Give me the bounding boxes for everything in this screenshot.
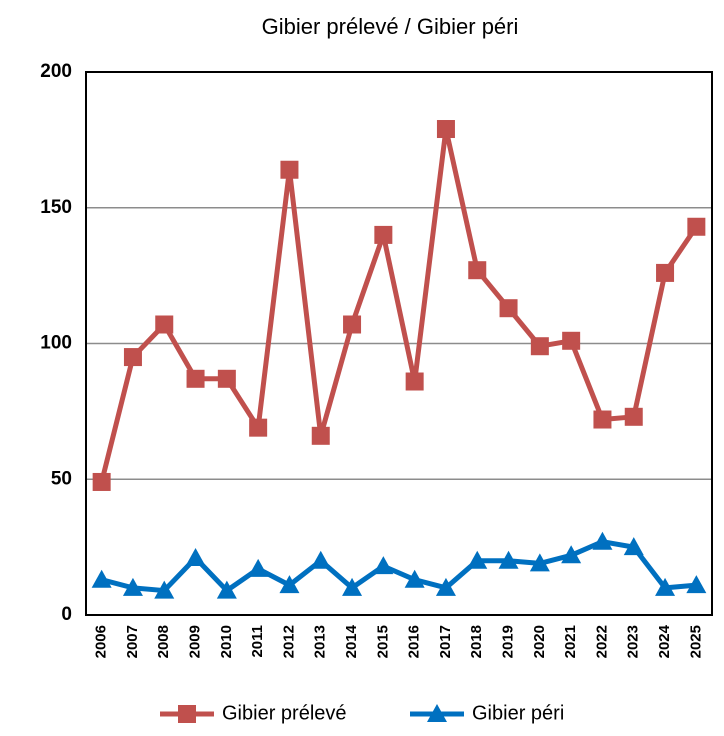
x-tick-label: 2017 bbox=[437, 625, 454, 658]
data-point bbox=[405, 372, 424, 391]
data-point bbox=[154, 580, 175, 599]
data-point bbox=[404, 569, 425, 588]
series-line bbox=[99, 126, 699, 483]
data-point bbox=[249, 418, 268, 437]
x-tick-label: 2021 bbox=[562, 625, 579, 658]
legend-marker bbox=[427, 704, 447, 722]
data-point bbox=[687, 217, 706, 236]
data-point bbox=[155, 315, 174, 334]
data-point bbox=[123, 348, 142, 367]
x-tick-label: 2024 bbox=[656, 624, 673, 658]
x-tick-label: 2018 bbox=[468, 625, 485, 658]
data-point bbox=[185, 547, 206, 566]
data-point bbox=[593, 410, 612, 429]
x-tick-label: 2007 bbox=[124, 625, 141, 658]
y-tick-label: 150 bbox=[40, 197, 72, 218]
data-point bbox=[373, 556, 394, 575]
legend-label: Gibier prélevé bbox=[222, 702, 347, 724]
x-tick-label: 2025 bbox=[687, 625, 704, 658]
data-point bbox=[623, 537, 644, 556]
data-point bbox=[280, 160, 299, 179]
data-point bbox=[217, 369, 236, 388]
data-point bbox=[655, 577, 676, 596]
data-point bbox=[186, 369, 205, 388]
x-tick-label: 2015 bbox=[374, 625, 391, 658]
chart-title: Gibier prélevé / Gibier péri bbox=[262, 14, 519, 39]
data-point bbox=[562, 331, 581, 350]
data-point bbox=[310, 550, 331, 569]
data-point bbox=[311, 426, 330, 445]
data-point bbox=[468, 261, 487, 280]
data-point bbox=[248, 558, 269, 577]
data-point bbox=[561, 545, 582, 564]
y-tick-label: 50 bbox=[51, 468, 72, 489]
legend-label: Gibier péri bbox=[472, 702, 564, 724]
x-tick-label: 2020 bbox=[531, 625, 548, 658]
data-point bbox=[592, 531, 613, 550]
x-tick-label: 2011 bbox=[249, 625, 266, 658]
data-point bbox=[122, 577, 143, 596]
data-point bbox=[435, 577, 456, 596]
data-point bbox=[436, 120, 455, 139]
x-tick-label: 2013 bbox=[312, 625, 329, 658]
y-tick-label: 0 bbox=[61, 604, 72, 625]
data-point bbox=[624, 407, 643, 426]
x-tick-label: 2008 bbox=[155, 625, 172, 658]
data-point bbox=[529, 553, 550, 572]
data-point bbox=[216, 580, 237, 599]
x-tick-label: 2014 bbox=[343, 624, 360, 658]
data-point bbox=[530, 337, 549, 356]
legend-marker bbox=[178, 705, 196, 723]
plot-frame bbox=[85, 71, 713, 616]
x-tick-label: 2023 bbox=[625, 625, 642, 658]
data-point bbox=[343, 315, 362, 334]
data-point bbox=[686, 575, 707, 594]
data-point bbox=[92, 472, 111, 491]
x-tick-label: 2012 bbox=[280, 625, 297, 658]
y-tick-label: 200 bbox=[40, 61, 72, 82]
x-tick-label: 2016 bbox=[406, 625, 423, 658]
x-tick-label: 2019 bbox=[500, 625, 517, 658]
x-tick-label: 2022 bbox=[593, 625, 610, 658]
y-tick-label: 100 bbox=[40, 333, 72, 354]
data-point bbox=[91, 569, 112, 588]
x-tick-label: 2010 bbox=[218, 625, 235, 658]
data-point bbox=[499, 299, 518, 318]
data-point bbox=[374, 225, 393, 244]
x-tick-label: 2006 bbox=[93, 625, 110, 658]
data-point bbox=[467, 550, 488, 569]
data-point bbox=[498, 550, 519, 569]
x-tick-label: 2009 bbox=[187, 625, 204, 658]
data-point bbox=[656, 263, 675, 282]
data-point bbox=[279, 575, 300, 594]
data-point bbox=[342, 577, 363, 596]
